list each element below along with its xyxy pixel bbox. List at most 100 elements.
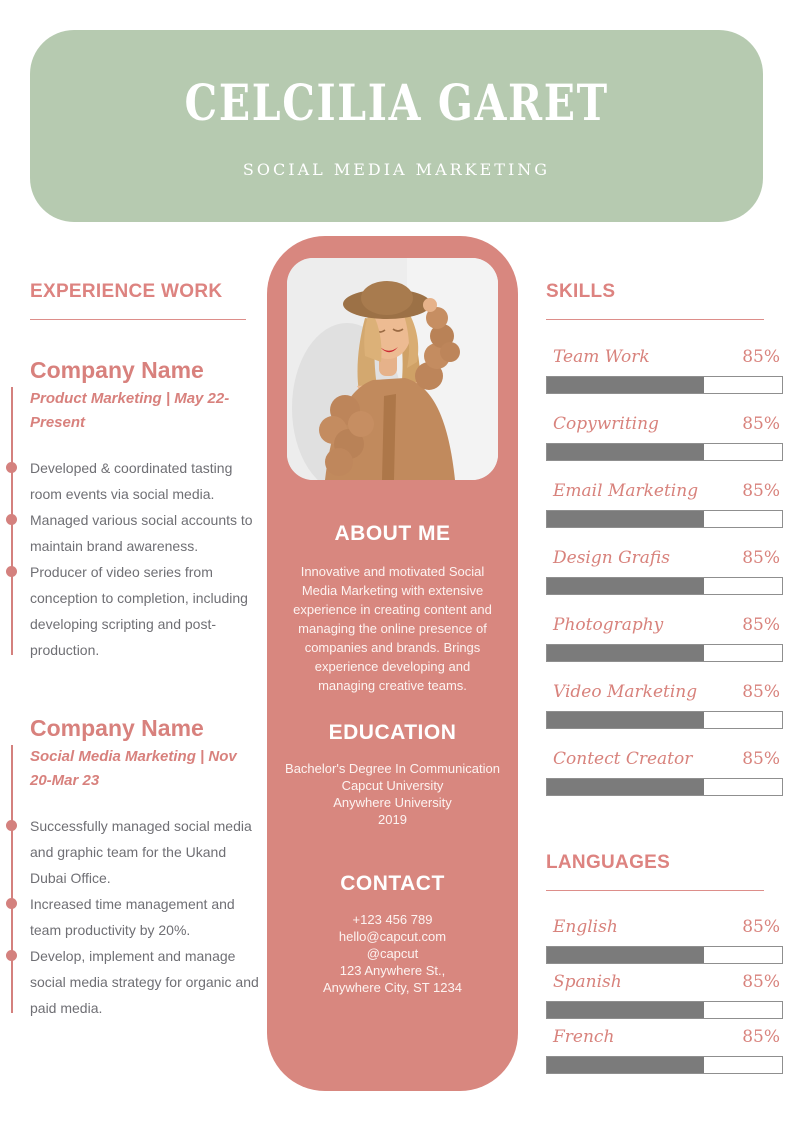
contact-address-line1: 123 Anywhere St., <box>339 963 446 978</box>
skill-bar-fill <box>547 444 705 460</box>
person-name: CELCILIA GARET <box>184 73 609 132</box>
job-bullet-text: Successfully managed social media and gr… <box>30 818 252 886</box>
education-school: Capcut University <box>341 778 444 793</box>
job-bullet: Increased time management and team produ… <box>6 891 260 943</box>
job-bullet-text: Managed various social accounts to maint… <box>30 512 253 554</box>
job-entry-2: Company Name Social Media Marketing | No… <box>6 715 260 1021</box>
skill-row: Contect Creator 85% <box>546 749 783 796</box>
job-bullet: Developed & coordinated tasting room eve… <box>6 455 260 507</box>
languages-heading: LANGUAGES <box>546 852 671 873</box>
skill-bar-fill <box>547 578 705 594</box>
skill-bar-fill <box>547 377 705 393</box>
header-band: CELCILIA GARET SOCIAL MEDIA MARKETING <box>30 30 763 222</box>
person-title: SOCIAL MEDIA MARKETING <box>242 160 551 179</box>
job-bullet-list: Successfully managed social media and gr… <box>6 813 260 1021</box>
skill-label: Photography <box>553 615 664 635</box>
profile-panel: ABOUT ME Innovative and motivated Social… <box>267 236 518 1091</box>
timeline-line <box>11 745 13 1013</box>
skills-heading: SKILLS <box>546 281 616 302</box>
skill-bar <box>546 778 783 796</box>
skill-bar <box>546 443 783 461</box>
language-bar-fill <box>547 1057 705 1073</box>
job-bullet: Successfully managed social media and gr… <box>6 813 260 891</box>
education-year: 2019 <box>378 812 407 827</box>
skill-bar <box>546 711 783 729</box>
experience-heading: EXPERIENCE WORK <box>30 281 223 302</box>
contact-phone: +123 456 789 <box>352 912 433 927</box>
job-bullet-text: Develop, implement and manage social med… <box>30 948 259 1016</box>
experience-section: EXPERIENCE WORK Company Name Product Mar… <box>6 281 260 1021</box>
language-row: English 85% <box>546 917 783 964</box>
languages-section: LANGUAGES English 85% Spanish 85% French 85… <box>546 852 783 1074</box>
timeline-dot <box>6 898 17 909</box>
skill-row: Copywriting 85% <box>546 414 783 461</box>
experience-divider <box>30 319 246 320</box>
education-school: Anywhere University <box>333 795 452 810</box>
skill-percent: 85% <box>742 548 780 568</box>
skill-bar <box>546 510 783 528</box>
skills-section: SKILLS Team Work 85% Copywriting 85% Email… <box>546 281 783 796</box>
skill-row: Email Marketing 85% <box>546 481 783 528</box>
timeline-dot <box>6 566 17 577</box>
education-heading: EDUCATION <box>328 721 457 744</box>
right-column: SKILLS Team Work 85% Copywriting 85% Email… <box>546 281 783 1074</box>
job-role-dates: Product Marketing | May 22-Present <box>30 390 230 431</box>
language-rows: English 85% Spanish 85% French 85% <box>546 917 783 1074</box>
skill-label: Contect Creator <box>553 749 693 769</box>
skill-percent: 85% <box>742 682 780 702</box>
skill-percent: 85% <box>742 749 780 769</box>
languages-divider <box>546 890 764 891</box>
about-text: Innovative and motivated Social Media Ma… <box>293 564 492 693</box>
job-role-dates: Social Media Marketing | Nov 20-Mar 23 <box>30 748 237 789</box>
contact-email: hello@capcut.com <box>338 929 447 944</box>
skill-percent: 85% <box>742 615 780 635</box>
skill-bar <box>546 376 783 394</box>
language-percent: 85% <box>742 1027 780 1047</box>
skill-bar-fill <box>547 712 705 728</box>
contact-handle: @capcut <box>366 946 419 961</box>
skill-row: Design Grafis 85% <box>546 548 783 595</box>
skill-label: Video Marketing <box>553 682 698 702</box>
language-label: English <box>553 917 618 937</box>
skill-bar <box>546 644 783 662</box>
language-row: Spanish 85% <box>546 972 783 1019</box>
skill-label: Design Grafis <box>553 548 670 568</box>
contact-address-line2: Anywhere City, ST 1234 <box>323 980 462 995</box>
skill-percent: 85% <box>742 347 780 367</box>
job-bullet: Develop, implement and manage social med… <box>6 943 260 1021</box>
skill-bar-fill <box>547 645 705 661</box>
skill-label: Email Marketing <box>553 481 699 501</box>
skill-percent: 85% <box>742 481 780 501</box>
skill-row: Photography 85% <box>546 615 783 662</box>
job-bullet-text: Developed & coordinated tasting room eve… <box>30 460 233 502</box>
language-row: French 85% <box>546 1027 783 1074</box>
education-lines: Bachelor's Degree In Communication Capcu… <box>267 760 518 828</box>
job-bullet: Managed various social accounts to maint… <box>6 507 260 559</box>
timeline-dot <box>6 820 17 831</box>
skill-label: Copywriting <box>553 414 659 434</box>
job-company-name: Company Name <box>30 357 204 383</box>
job-entry-1: Company Name Product Marketing | May 22-… <box>6 357 260 663</box>
about-heading: ABOUT ME <box>334 522 451 545</box>
contact-heading: CONTACT <box>340 872 445 895</box>
timeline-dot <box>6 462 17 473</box>
job-bullet-list: Developed & coordinated tasting room eve… <box>6 455 260 663</box>
language-label: Spanish <box>553 972 622 992</box>
skill-bar <box>546 577 783 595</box>
contact-lines: +123 456 789 hello@capcut.com @capcut 12… <box>267 911 518 996</box>
portrait-illustration <box>287 258 498 480</box>
skill-row: Team Work 85% <box>546 347 783 394</box>
skills-divider <box>546 319 764 320</box>
education-degree: Bachelor's Degree In Communication <box>285 761 500 776</box>
skill-label: Team Work <box>553 347 650 367</box>
timeline-dot <box>6 950 17 961</box>
language-bar-fill <box>547 947 705 963</box>
language-percent: 85% <box>742 972 780 992</box>
language-bar <box>546 946 783 964</box>
profile-photo <box>287 258 498 480</box>
job-bullet-text: Producer of video series from conception… <box>30 564 248 658</box>
skill-bar-fill <box>547 779 705 795</box>
job-bullet: Producer of video series from conception… <box>6 559 260 663</box>
language-bar-fill <box>547 1002 705 1018</box>
